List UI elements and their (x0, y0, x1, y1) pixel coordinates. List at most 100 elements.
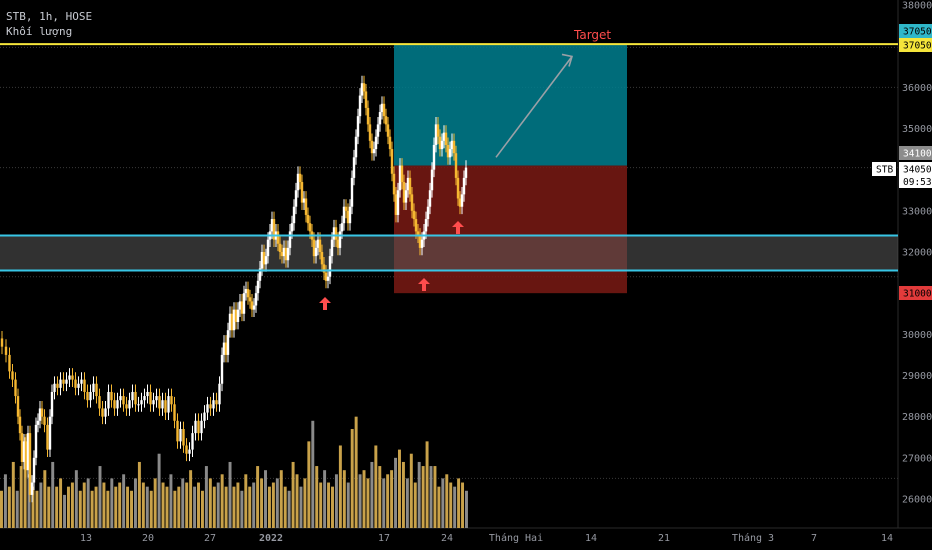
candle-body-190 (442, 132, 446, 141)
volume-bar-19 (74, 470, 78, 528)
volume-bar-96 (378, 466, 382, 528)
candle-body-91 (244, 289, 248, 294)
volume-bar-74 (291, 461, 295, 528)
volume-bar-110 (433, 466, 437, 528)
candle-body-177 (416, 231, 420, 236)
volume-bar-6 (23, 437, 27, 528)
candle-body-137 (336, 239, 340, 248)
volume-bar-114 (449, 482, 453, 528)
candle-body-118 (298, 173, 302, 183)
position-zones (0, 44, 898, 294)
candle-body-17 (38, 408, 42, 421)
volume-bar-58 (228, 461, 232, 528)
price-tag-label-0: 37050 (903, 27, 932, 38)
candle-body-33 (83, 379, 86, 392)
candle-body-67 (185, 445, 188, 454)
candle-body-134 (330, 239, 334, 257)
candle-body-120 (302, 198, 306, 203)
candle-body-57 (155, 396, 158, 401)
x-tick-1: 20 (142, 533, 154, 544)
candle-body-99 (260, 252, 264, 269)
candle-body-19 (43, 416, 46, 425)
y-tick-0: 38000 (902, 1, 932, 12)
volume-bar-0 (0, 490, 3, 528)
volume-bar-78 (307, 441, 311, 528)
candle-body-135 (332, 227, 336, 240)
volume-bar-100 (394, 457, 398, 528)
candle-body-136 (334, 227, 338, 240)
volume-bar-94 (370, 461, 374, 528)
candle-body-85 (232, 309, 236, 331)
volume-bar-79 (311, 420, 315, 528)
volume-bar-59 (232, 486, 236, 528)
time-axis[interactable]: 13 20 27 2022 17 24 Tháng Hai 14 21 Tháng 3 7 14 (80, 532, 893, 544)
candle-body-50 (134, 391, 137, 405)
candle-body-61 (167, 396, 170, 413)
volume-bar-16 (63, 494, 67, 528)
volume-bar-101 (398, 449, 401, 528)
volume-bar-13 (51, 461, 55, 528)
volume-bar-116 (457, 478, 461, 528)
candlesticks (0, 75, 468, 503)
volume-bar-115 (453, 486, 457, 528)
candle-body-194 (450, 140, 454, 150)
candle-body-131 (324, 272, 328, 281)
candle-body-142 (346, 210, 350, 224)
candle-body-152 (366, 107, 370, 125)
candle-body-163 (388, 136, 392, 150)
y-tick-8: 30000 (902, 330, 932, 341)
candle-body-16 (36, 420, 40, 425)
symbol-tag-label: STB (876, 165, 893, 176)
target-label: Target (573, 28, 611, 42)
volume-bar-43 (169, 474, 173, 528)
volume-bar-103 (405, 478, 409, 528)
countdown-label: 09:53 (903, 177, 932, 188)
candle-body-138 (338, 231, 342, 248)
price-axis[interactable]: 3800037000360003500034000330003200031000… (872, 1, 932, 506)
candle-body-7 (18, 416, 22, 434)
volume-bar-20 (78, 490, 82, 528)
candle-body-191 (444, 132, 448, 145)
candle-body-201 (464, 167, 468, 178)
x-tick-4: 17 (378, 533, 390, 544)
candle-body-150 (362, 83, 366, 92)
candle-body-172 (406, 177, 410, 191)
candle-body-168 (398, 165, 402, 191)
candle-body-56 (152, 400, 155, 405)
candle-body-123 (308, 223, 312, 232)
volume-bar-34 (133, 478, 137, 528)
volume-bar-91 (358, 474, 362, 528)
volume-bar-57 (224, 486, 228, 528)
up-arrow-icon-0 (319, 297, 331, 310)
candle-body-179 (420, 239, 424, 248)
candle-body-21 (48, 416, 52, 450)
volume-bar-45 (177, 486, 181, 528)
volume-bar-33 (130, 490, 133, 528)
volume-bar-44 (173, 490, 177, 528)
candle-body-145 (352, 157, 356, 178)
volume-bar-104 (409, 453, 413, 528)
volume-bars (0, 416, 468, 528)
candle-body-115 (292, 206, 296, 224)
candle-body-71 (197, 420, 200, 434)
candle-body-74 (206, 404, 209, 413)
candle-body-175 (412, 210, 416, 220)
candle-body-39 (101, 408, 104, 417)
candle-body-126 (314, 247, 318, 257)
candle-body-132 (326, 276, 330, 281)
price-tag-label-2: 34100 (903, 149, 932, 160)
candle-body-154 (370, 140, 374, 154)
candle-body-38 (98, 396, 101, 409)
candle-body-187 (436, 124, 440, 137)
symbol-title: STB, 1h, HOSE (6, 10, 93, 23)
volume-bar-18 (70, 482, 74, 528)
candle-body-27 (65, 379, 68, 384)
candle-body-174 (410, 194, 414, 211)
candle-body-28 (68, 375, 71, 380)
volume-bar-84 (331, 486, 334, 528)
candle-body-24 (56, 383, 59, 388)
y-tick-11: 27000 (902, 453, 932, 464)
candle-body-102 (266, 239, 270, 257)
candle-body-107 (276, 231, 280, 244)
